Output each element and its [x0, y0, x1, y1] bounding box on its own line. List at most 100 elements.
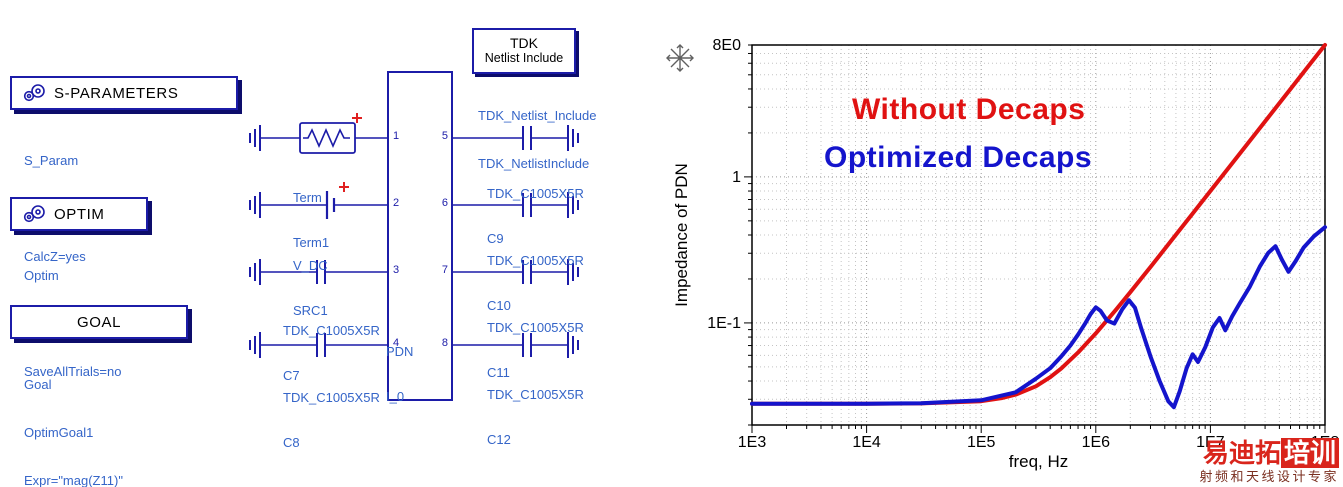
ground-icon[interactable]: [567, 332, 579, 358]
pin-number: 1: [393, 130, 400, 142]
component-type: TDK_C1005X5R: [487, 320, 584, 335]
polarity-plus-icon: [352, 113, 362, 123]
svg-text:8E0: 8E0: [713, 37, 742, 54]
pin-number: 2: [393, 197, 400, 209]
capacitor-symbol-c8[interactable]: [316, 333, 326, 357]
legend-without-decaps: Without Decaps: [852, 93, 1086, 126]
term-label: Term Term1: [293, 160, 329, 280]
pdn-label: PDN I_0: [386, 314, 413, 434]
component-name: I_0: [386, 389, 405, 404]
watermark-brand-prefix: 易迪拓: [1202, 438, 1281, 468]
netlist-title-line2: Netlist Include: [484, 51, 564, 65]
param-line: SaveAllTrials=no: [24, 364, 122, 379]
capacitor-symbol-c12[interactable]: [522, 333, 532, 357]
sparameters-controller[interactable]: S-PARAMETERS: [10, 76, 238, 110]
netlist-title-line1: TDK: [510, 35, 538, 51]
ground-icon[interactable]: [567, 125, 579, 151]
ground-icon[interactable]: [567, 192, 579, 218]
component-type: TDK_C1005X5R: [487, 253, 584, 268]
term-component[interactable]: [299, 122, 356, 154]
component-name: C7: [283, 368, 300, 383]
param-line: Goal: [24, 377, 52, 392]
component-name: Term1: [293, 235, 330, 250]
x-axis-title: freq, Hz: [1009, 452, 1069, 471]
watermark: 易迪拓 培训 射频和天线设计专家: [1199, 438, 1339, 485]
c7-label: TDK_C1005X5R C7: [283, 293, 380, 413]
component-type: TDK_C1005X5R: [283, 323, 380, 338]
y-axis-title: Impedance of PDN: [672, 163, 691, 307]
param-line: Optim: [24, 268, 59, 283]
watermark-brand-suffix: 培训: [1280, 438, 1339, 468]
gear-icon: [23, 84, 45, 102]
goal-controller[interactable]: GOAL: [10, 305, 188, 339]
pdn-subcircuit-block[interactable]: [387, 71, 453, 401]
c9-label: TDK_C1005X5R C9: [487, 156, 584, 276]
gear-icon: [23, 205, 45, 223]
param-line: CalcZ=yes: [24, 249, 86, 264]
optim-controller[interactable]: OPTIM: [10, 197, 148, 231]
capacitor-symbol-c11[interactable]: [522, 260, 532, 284]
ground-icon[interactable]: [249, 192, 261, 218]
c8-label: TDK_C1005X5R C8: [283, 360, 380, 480]
svg-text:1E-1: 1E-1: [707, 315, 741, 332]
ground-icon[interactable]: [249, 125, 261, 151]
svg-text:1E3: 1E3: [738, 434, 767, 451]
param-line: OptimGoal1: [24, 425, 94, 440]
svg-text:1: 1: [732, 169, 741, 186]
component-name: C10: [487, 298, 511, 313]
schematic-canvas: [249, 71, 579, 401]
param-line: Expr="mag(Z11)": [24, 473, 123, 487]
component-name: C9: [487, 231, 504, 246]
svg-text:1E6: 1E6: [1082, 434, 1111, 451]
plot-border: [751, 44, 1326, 426]
pin-number: 5: [441, 130, 448, 142]
component-type: TDK_C1005X5R: [283, 390, 380, 405]
legend-optimized-decaps: Optimized Decaps: [824, 141, 1093, 174]
pin-number: 3: [393, 264, 400, 276]
c10-label: TDK_C1005X5R C10: [487, 223, 584, 343]
pin-number: 7: [441, 264, 448, 276]
component-name: C12: [487, 432, 511, 447]
c11-label: TDK_C1005X5R C11: [487, 290, 584, 410]
component-type: Term: [293, 190, 322, 205]
ground-icon[interactable]: [249, 259, 261, 285]
block-title: S-PARAMETERS: [54, 84, 179, 102]
component-type: TDK_C1005X5R: [487, 186, 584, 201]
component-name: SRC1: [293, 303, 328, 318]
tdk-netlist-include-block[interactable]: TDK Netlist Include: [472, 28, 576, 74]
component-type: V_DC: [293, 258, 328, 273]
svg-text:1E4: 1E4: [852, 434, 881, 451]
capacitor-symbol-c9[interactable]: [522, 126, 532, 150]
polarity-plus-icon: [339, 182, 349, 192]
component-name: C8: [283, 435, 300, 450]
netlist-params: TDK_Netlist_Include TDK_NetlistInclude: [478, 76, 597, 204]
schematic-wires[interactable]: [260, 137, 568, 346]
component-name: C11: [487, 365, 510, 380]
vdc-source-component[interactable]: [325, 191, 336, 219]
capacitor-symbol-c10[interactable]: [522, 193, 532, 217]
pin-number: 6: [441, 197, 448, 209]
component-type: TDK_C1005X5R: [487, 387, 584, 402]
watermark-brand: 易迪拓 培训: [1199, 438, 1339, 468]
sparameters-params: S_Param SP1 CalcZ=yes: [24, 121, 86, 297]
block-title: OPTIM: [54, 205, 105, 223]
pin-number: 8: [441, 337, 448, 349]
watermark-tagline: 射频和天线设计专家: [1199, 469, 1339, 484]
param-line: S_Param: [24, 153, 79, 168]
goal-params: Goal OptimGoal1 Expr="mag(Z11)": [24, 345, 123, 487]
pin-number: 4: [393, 337, 400, 349]
param-line: TDK_Netlist_Include: [478, 108, 597, 123]
capacitor-symbol-c7[interactable]: [316, 260, 326, 284]
component-type: PDN: [386, 344, 414, 359]
svg-text:1E5: 1E5: [967, 434, 996, 451]
ground-icon[interactable]: [567, 259, 579, 285]
c12-label: TDK_C1005X5R C12: [487, 357, 584, 477]
vdc-label: V_DC SRC1: [293, 228, 328, 348]
curve-optimized-decaps: [750, 225, 1327, 410]
param-line: TDK_NetlistInclude: [478, 156, 590, 171]
snowflake-icon: [666, 44, 694, 72]
ground-icon[interactable]: [249, 332, 261, 358]
